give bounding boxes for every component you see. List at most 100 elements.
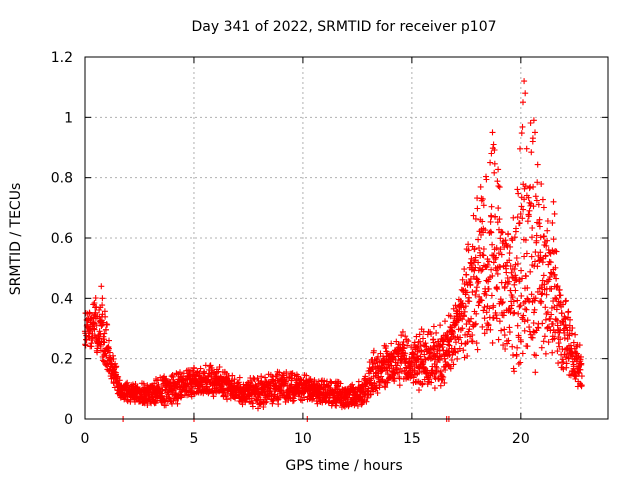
data-point [541,333,548,340]
data-point [370,347,377,354]
data-point [534,179,541,186]
data-point [251,376,258,383]
data-point [518,267,525,274]
data-point [445,362,452,369]
data-point [539,196,546,203]
data-point [531,306,538,313]
data-point [480,246,487,252]
data-point [474,205,481,212]
data-point [517,359,524,366]
data-point [527,268,534,275]
data-point [515,360,522,367]
data-point [563,297,569,304]
data-point [532,193,539,200]
data-point [430,323,437,330]
data-point [396,382,403,389]
data-point [520,206,527,213]
data-point [92,309,99,316]
data-point [498,327,505,334]
data-point [349,381,356,388]
data-point [527,120,534,126]
data-point [494,286,501,293]
data-point [91,326,98,333]
data-point [493,254,499,261]
data-points [81,78,585,422]
data-point [433,365,440,371]
data-point [513,225,519,232]
data-point [544,227,551,234]
data-point [556,343,563,350]
data-point [466,298,473,305]
data-point [486,305,493,312]
data-point [514,214,521,221]
data-point [418,347,425,354]
data-point [416,387,422,394]
data-point [561,335,568,342]
data-point [282,378,289,385]
data-point [445,341,452,348]
data-point [536,223,543,230]
data-point [526,199,533,206]
data-point [461,313,467,320]
data-point [522,306,529,313]
data-point [90,325,97,332]
data-point [437,322,444,329]
data-point [550,236,557,243]
data-point [116,377,123,384]
data-point [96,307,103,313]
data-point [554,283,561,290]
data-point [508,302,515,309]
data-point [464,339,471,345]
data-point [254,375,261,381]
data-point [479,323,486,330]
data-point [493,312,500,319]
data-point [428,331,435,337]
data-point [524,317,531,324]
chart-title: Day 341 of 2022, SRMTID for receiver p10… [191,19,496,35]
data-point [518,203,525,210]
data-point [554,348,561,355]
data-point [376,384,383,391]
data-point [289,398,296,405]
data-point [484,262,491,268]
data-point [481,315,488,322]
data-point [522,237,529,244]
data-point [430,346,437,353]
data-point [487,326,494,333]
data-point [399,328,406,335]
data-point [487,218,494,225]
data-point [565,308,572,315]
data-point [496,318,503,325]
data-point [435,338,442,345]
data-point [88,343,95,350]
data-point [260,404,267,410]
data-point [82,342,89,349]
data-point [532,258,538,265]
data-point [362,373,369,380]
data-point [505,337,512,344]
data-point [464,353,471,359]
data-point [498,251,505,258]
data-point [483,176,490,183]
data-point [512,272,519,279]
data-point [536,257,543,264]
data-point [224,396,230,403]
data-point [489,272,496,279]
data-point [519,275,526,282]
data-point [478,267,485,274]
data-point [542,350,549,357]
data-point [557,336,564,343]
data-point [495,250,502,257]
data-point [463,271,470,278]
x-axis-label: GPS time / hours [285,458,402,474]
data-point [533,352,539,359]
data-point [562,315,569,322]
data-point [422,340,429,347]
data-point [542,304,549,311]
data-point [477,183,484,190]
data-point [490,259,497,266]
data-point [92,295,99,301]
data-point [550,298,557,305]
data-point [542,252,549,259]
